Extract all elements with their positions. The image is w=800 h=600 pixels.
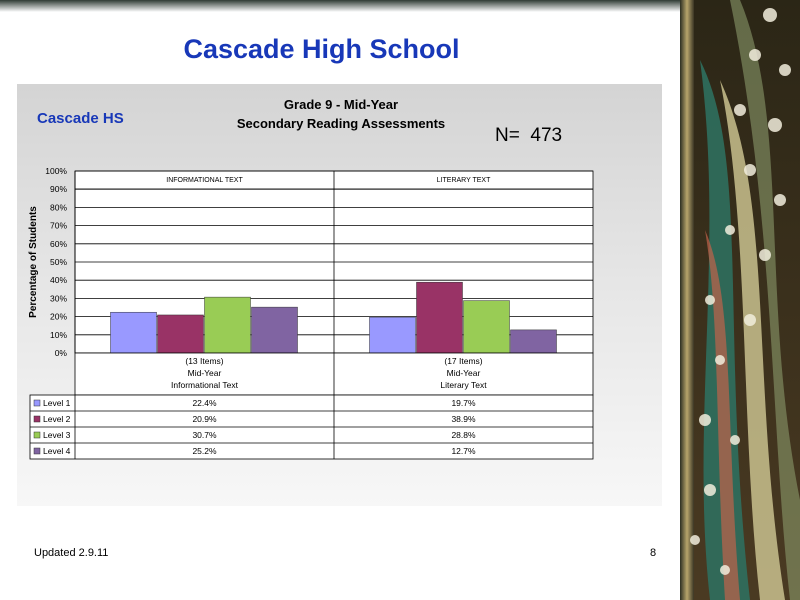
bar: [369, 316, 416, 354]
sample-size-label: N=: [495, 125, 520, 146]
category-label: Mid-Year: [447, 368, 481, 378]
legend-swatch: [33, 431, 41, 439]
y-tick-label: 30%: [50, 293, 67, 303]
y-tick-label: 90%: [50, 184, 67, 194]
sample-size-value: 473: [530, 125, 563, 146]
y-tick-label: 40%: [50, 275, 67, 285]
footer-updated: Updated 2.9.11: [34, 547, 109, 559]
data-label: 30.7%: [192, 430, 217, 440]
data-label: 20.9%: [192, 414, 217, 424]
data-label: 12.7%: [451, 446, 476, 456]
category-label: Mid-Year: [188, 368, 222, 378]
y-tick-label: 60%: [50, 239, 67, 249]
legend-swatch: [33, 415, 41, 423]
bar: [463, 300, 510, 354]
legend-label: Level 1: [43, 398, 71, 408]
slide-title: Cascade High School: [183, 34, 460, 64]
y-tick-label: 10%: [50, 330, 67, 340]
bar: [416, 281, 463, 354]
bar: [110, 311, 157, 354]
legend-label: Level 3: [43, 430, 71, 440]
bar: [157, 314, 204, 354]
data-label: 28.8%: [451, 430, 476, 440]
chart-title-line-2: Secondary Reading Assessments: [236, 116, 446, 131]
legend-label: Level 4: [43, 446, 71, 456]
y-tick-label: 80%: [50, 202, 67, 212]
top-shadow-bar: [0, 0, 690, 12]
legend-label: Level 2: [43, 414, 71, 424]
data-label: 19.7%: [451, 398, 476, 408]
y-tick-label: 70%: [50, 221, 67, 231]
y-tick-label: 100%: [45, 166, 67, 176]
bar: [251, 306, 298, 354]
category-label: Literary Text: [440, 380, 487, 390]
chart-title: Grade 9 - Mid-Year Secondary Reading Ass…: [190, 95, 492, 133]
bar: [510, 329, 557, 354]
y-tick-label: 20%: [50, 312, 67, 322]
decorative-floral-border: [680, 0, 800, 600]
legend-swatch: [33, 399, 41, 407]
panel-header-label: LITERARY TEXT: [437, 177, 491, 184]
data-label: 22.4%: [192, 398, 217, 408]
bar: [204, 296, 251, 354]
school-label: Cascade HS: [37, 110, 124, 127]
category-label: (17 Items): [444, 356, 482, 366]
category-label: (13 Items): [185, 356, 223, 366]
y-tick-label: 50%: [50, 257, 67, 267]
data-label: 25.2%: [192, 446, 217, 456]
category-label: Informational Text: [171, 380, 239, 390]
page-number: 8: [650, 547, 657, 559]
legend-swatch: [33, 447, 41, 455]
data-label: 38.9%: [451, 414, 476, 424]
y-axis-title: Percentage of Students: [28, 206, 39, 318]
sample-size: N= 473: [495, 125, 562, 147]
chart-title-line-1: Grade 9 - Mid-Year: [283, 97, 399, 112]
y-tick-label: 0%: [55, 348, 68, 358]
panel-header-label: INFORMATIONAL TEXT: [166, 177, 243, 184]
